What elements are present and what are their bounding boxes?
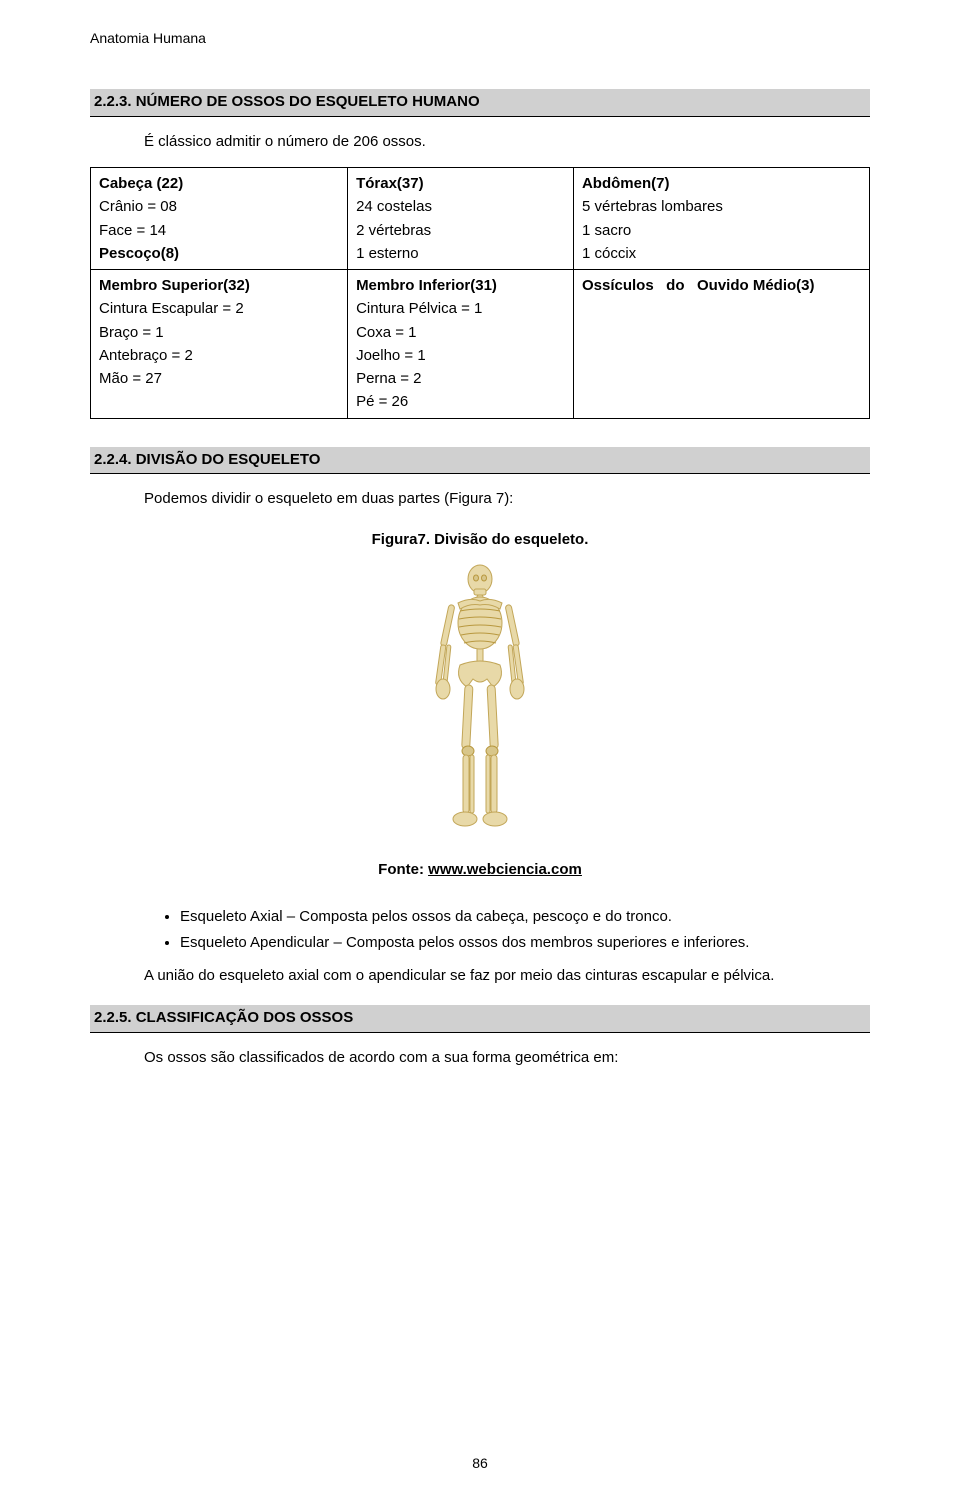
cell-line: 1 cóccix xyxy=(582,245,636,262)
cell-ossiculos: Ossículos do Ouvido Médio(3) xyxy=(573,270,869,419)
cell-line: 1 esterno xyxy=(356,245,419,262)
cell-line: 2 vértebras xyxy=(356,222,431,239)
list-item: Esqueleto Axial – Composta pelos ossos d… xyxy=(180,906,870,929)
cell-line: Joelho = 1 xyxy=(356,347,426,364)
list-item: Esqueleto Apendicular – Composta pelos o… xyxy=(180,932,870,955)
table-row: Membro Superior(32) Cintura Escapular = … xyxy=(91,270,870,419)
skeleton-icon xyxy=(415,561,545,841)
cell-membro-sup: Membro Superior(32) Cintura Escapular = … xyxy=(91,270,348,419)
table-row: Cabeça (22) Crânio = 08 Face = 14 Pescoç… xyxy=(91,168,870,270)
heading-223: 2.2.3. NÚMERO DE OSSOS DO ESQUELETO HUMA… xyxy=(90,89,870,117)
fonte-link-text: www.webciencia.com xyxy=(428,861,582,878)
cell-abdomen: Abdômen(7) 5 vértebras lombares 1 sacro … xyxy=(573,168,869,270)
cell-title: Membro Superior(32) xyxy=(99,277,250,294)
cell-line: Coxa = 1 xyxy=(356,324,416,341)
cell-title: Pescoço(8) xyxy=(99,245,179,262)
cell-line: Mão = 27 xyxy=(99,370,162,387)
cell-line: 5 vértebras lombares xyxy=(582,198,723,215)
cell-line: Perna = 2 xyxy=(356,370,421,387)
cell-line: Pé = 26 xyxy=(356,393,408,410)
heading-224: 2.2.4. DIVISÃO DO ESQUELETO xyxy=(90,447,870,475)
intro-225: Os ossos são classificados de acordo com… xyxy=(90,1047,870,1070)
esqueleto-list: Esqueleto Axial – Composta pelos ossos d… xyxy=(90,906,870,955)
page-number: 86 xyxy=(0,1453,960,1474)
cell-title: Cabeça (22) xyxy=(99,175,183,192)
heading-225: 2.2.5. CLASSIFICAÇÃO DOS OSSOS xyxy=(90,1005,870,1033)
doc-header: Anatomia Humana xyxy=(90,28,870,49)
fonte-label: Fonte: xyxy=(378,861,428,878)
cell-line: Crânio = 08 xyxy=(99,198,177,215)
cell-line: 24 costelas xyxy=(356,198,432,215)
cell-title: Ossículos do Ouvido Médio(3) xyxy=(582,277,815,294)
cell-torax: Tórax(37) 24 costelas 2 vértebras 1 este… xyxy=(348,168,574,270)
fonte-link[interactable]: www.webciencia.com xyxy=(428,861,582,878)
cell-title: Abdômen(7) xyxy=(582,175,670,192)
union-paragraph: A união do esqueleto axial com o apendic… xyxy=(90,965,870,988)
cell-line: Cintura Pélvica = 1 xyxy=(356,300,482,317)
cell-title: Membro Inferior(31) xyxy=(356,277,497,294)
skeleton-figure xyxy=(90,561,870,841)
figure-source: Fonte: www.webciencia.com xyxy=(90,859,870,882)
cell-line: Face = 14 xyxy=(99,222,166,239)
figure-caption: Figura7. Divisão do esqueleto. xyxy=(90,529,870,552)
cell-cabeca: Cabeça (22) Crânio = 08 Face = 14 Pescoç… xyxy=(91,168,348,270)
cell-line: Antebraço = 2 xyxy=(99,347,193,364)
cell-membro-inf: Membro Inferior(31) Cintura Pélvica = 1 … xyxy=(348,270,574,419)
intro-224: Podemos dividir o esqueleto em duas part… xyxy=(90,488,870,511)
bone-count-table: Cabeça (22) Crânio = 08 Face = 14 Pescoç… xyxy=(90,167,870,419)
cell-line: 1 sacro xyxy=(582,222,631,239)
cell-title: Tórax(37) xyxy=(356,175,424,192)
cell-line: Braço = 1 xyxy=(99,324,164,341)
cell-line: Cintura Escapular = 2 xyxy=(99,300,244,317)
intro-223: É clássico admitir o número de 206 ossos… xyxy=(90,131,870,154)
